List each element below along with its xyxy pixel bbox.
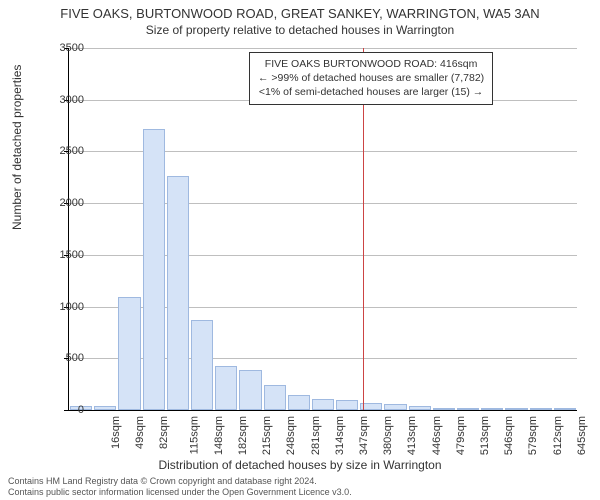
- bar: [336, 400, 358, 410]
- plot-area: FIVE OAKS BURTONWOOD ROAD: 416sqm ← >99%…: [68, 48, 577, 411]
- x-tick-label: 479sqm: [455, 416, 467, 455]
- footer-line2: Contains public sector information licen…: [8, 487, 352, 498]
- bar: [384, 404, 406, 410]
- x-tick-label: 148sqm: [213, 416, 225, 455]
- bar: [264, 385, 286, 410]
- footer-line1: Contains HM Land Registry data © Crown c…: [8, 476, 352, 487]
- chart-subtitle: Size of property relative to detached ho…: [0, 21, 600, 37]
- bar: [239, 370, 261, 410]
- y-tick-label: 1500: [39, 249, 84, 261]
- x-axis-title: Distribution of detached houses by size …: [0, 458, 600, 472]
- x-tick-label: 82sqm: [159, 416, 171, 449]
- bar: [505, 408, 527, 410]
- x-tick-label: 413sqm: [407, 416, 419, 455]
- bar: [409, 406, 431, 410]
- x-tick-label: 347sqm: [358, 416, 370, 455]
- bar: [530, 408, 552, 410]
- bar: [433, 408, 455, 410]
- y-tick-label: 0: [39, 404, 84, 416]
- x-tick-label: 579sqm: [527, 416, 539, 455]
- x-tick-label: 446sqm: [431, 416, 443, 455]
- legend-line2: ← >99% of detached houses are smaller (7…: [258, 71, 484, 85]
- bar: [312, 399, 334, 410]
- bar: [143, 129, 165, 410]
- bar: [215, 366, 237, 410]
- y-tick-label: 3000: [39, 94, 84, 106]
- x-tick-label: 215sqm: [261, 416, 273, 455]
- x-tick-label: 16sqm: [110, 416, 122, 449]
- x-tick-label: 513sqm: [479, 416, 491, 455]
- legend-box: FIVE OAKS BURTONWOOD ROAD: 416sqm ← >99%…: [249, 52, 493, 105]
- y-tick-label: 500: [39, 352, 84, 364]
- x-tick-label: 612sqm: [552, 416, 564, 455]
- x-tick-label: 182sqm: [237, 416, 249, 455]
- bar: [118, 297, 140, 410]
- x-tick-label: 248sqm: [286, 416, 298, 455]
- y-tick-label: 2500: [39, 145, 84, 157]
- x-tick-label: 314sqm: [334, 416, 346, 455]
- footer-text: Contains HM Land Registry data © Crown c…: [8, 476, 352, 498]
- x-tick-label: 645sqm: [576, 416, 588, 455]
- legend-line1: FIVE OAKS BURTONWOOD ROAD: 416sqm: [258, 57, 484, 71]
- legend-line3: <1% of semi-detached houses are larger (…: [258, 85, 484, 99]
- bar: [167, 176, 189, 410]
- bar: [191, 320, 213, 410]
- y-tick-label: 2000: [39, 197, 84, 209]
- y-tick-label: 1000: [39, 301, 84, 313]
- x-tick-label: 281sqm: [310, 416, 322, 455]
- y-tick-label: 3500: [39, 42, 84, 54]
- x-tick-label: 49sqm: [134, 416, 146, 449]
- bar: [94, 406, 116, 410]
- y-axis-title: Number of detached properties: [10, 65, 24, 230]
- x-tick-label: 546sqm: [503, 416, 515, 455]
- x-tick-label: 115sqm: [188, 416, 200, 454]
- bar: [481, 408, 503, 410]
- bar: [288, 395, 310, 411]
- x-tick-label: 380sqm: [382, 416, 394, 455]
- bar: [457, 408, 479, 410]
- chart-title: FIVE OAKS, BURTONWOOD ROAD, GREAT SANKEY…: [0, 0, 600, 21]
- chart-container: FIVE OAKS, BURTONWOOD ROAD, GREAT SANKEY…: [0, 0, 600, 500]
- bar: [554, 408, 576, 410]
